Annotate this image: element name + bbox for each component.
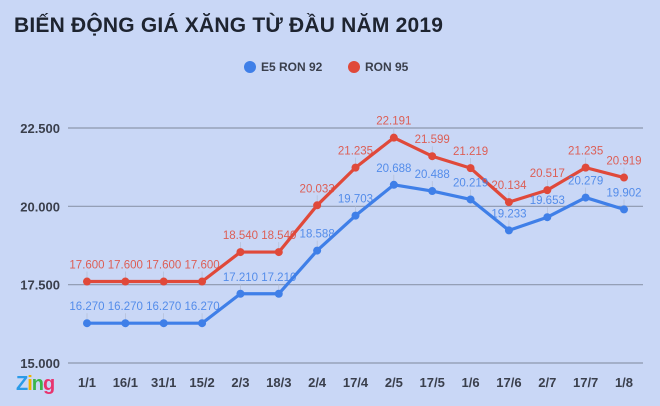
legend-label: RON 95	[365, 60, 409, 74]
data-point	[121, 319, 130, 328]
data-label: 22.191	[376, 116, 411, 128]
data-point	[274, 289, 283, 298]
x-tick-label: 2/3	[231, 375, 249, 390]
data-point	[83, 277, 91, 286]
data-label: 21.599	[415, 134, 450, 146]
data-label: 19.653	[530, 195, 565, 207]
data-label: 21.235	[338, 146, 373, 158]
data-label: 16.270	[69, 301, 104, 313]
x-tick-label: 15/2	[189, 375, 214, 390]
data-point	[313, 246, 322, 255]
data-label: 16.270	[146, 301, 181, 313]
data-label: 20.488	[415, 169, 450, 181]
data-point	[620, 173, 628, 182]
y-tick-label: 17.500	[20, 278, 60, 293]
x-tick-label: 2/4	[308, 375, 327, 390]
x-tick-label: 17/4	[343, 375, 369, 390]
data-point	[121, 277, 130, 286]
data-point	[83, 319, 91, 328]
data-label: 17.600	[146, 260, 181, 272]
data-label: 20.688	[376, 163, 411, 175]
x-tick-label: 2/7	[538, 375, 556, 390]
data-label: 19.902	[606, 187, 641, 199]
data-label: 21.219	[453, 146, 488, 158]
data-label: 17.600	[108, 260, 143, 272]
data-point	[543, 186, 552, 195]
data-point	[389, 133, 398, 142]
data-label: 17.210	[261, 272, 296, 284]
y-tick-label: 15.000	[20, 356, 60, 371]
legend-marker	[348, 61, 360, 73]
x-tick-label: 18/3	[266, 375, 291, 390]
data-point	[159, 319, 168, 328]
x-tick-label: 2/5	[385, 375, 403, 390]
chart-title: BIẾN ĐỘNG GIÁ XĂNG TỪ ĐẦU NĂM 2019	[14, 14, 444, 37]
data-point	[389, 180, 398, 189]
x-tick-label: 1/6	[462, 375, 480, 390]
data-label: 17.210	[223, 272, 258, 284]
data-point	[313, 201, 322, 210]
data-point	[236, 248, 245, 257]
x-tick-label: 17/7	[573, 375, 598, 390]
data-label: 18.540	[223, 230, 258, 242]
y-tick-label: 20.000	[20, 199, 60, 214]
data-label: 20.219	[453, 177, 488, 189]
data-point	[504, 226, 513, 235]
x-tick-label: 17/6	[496, 375, 521, 390]
data-label: 18.588	[300, 229, 335, 241]
data-label: 20.134	[491, 180, 527, 192]
y-tick-label: 22.500	[20, 121, 60, 136]
data-point	[581, 193, 590, 202]
data-point	[466, 164, 475, 173]
data-label: 20.919	[606, 156, 641, 168]
data-point	[198, 319, 207, 328]
data-point	[466, 195, 475, 204]
data-point	[428, 152, 437, 161]
data-label: 19.703	[338, 194, 373, 206]
data-label: 20.033	[300, 183, 335, 195]
data-label: 21.235	[568, 146, 603, 158]
data-point	[351, 211, 360, 220]
data-point	[543, 213, 552, 222]
x-tick-label: 17/5	[420, 375, 445, 390]
legend-label: E5 RON 92	[261, 60, 323, 74]
data-label: 16.270	[108, 301, 143, 313]
data-label: 17.600	[184, 260, 219, 272]
data-label: 18.540	[261, 230, 296, 242]
data-label: 20.517	[530, 168, 565, 180]
data-point	[159, 277, 168, 286]
data-point	[236, 289, 245, 298]
x-tick-label: 1/1	[78, 375, 96, 390]
data-point	[198, 277, 207, 286]
x-tick-label: 31/1	[151, 375, 176, 390]
zing-logo: Zing	[16, 373, 55, 395]
data-point	[428, 187, 437, 196]
x-tick-label: 16/1	[113, 375, 138, 390]
data-point	[274, 248, 283, 257]
legend-marker	[244, 61, 256, 73]
data-point	[504, 198, 513, 207]
data-point	[620, 205, 628, 214]
data-label: 17.600	[69, 260, 104, 272]
data-label: 20.279	[568, 176, 603, 188]
data-label: 19.233	[491, 208, 526, 220]
data-point	[351, 163, 360, 172]
data-label: 16.270	[184, 301, 219, 313]
x-tick-label: 1/8	[615, 375, 633, 390]
data-point	[581, 163, 590, 172]
